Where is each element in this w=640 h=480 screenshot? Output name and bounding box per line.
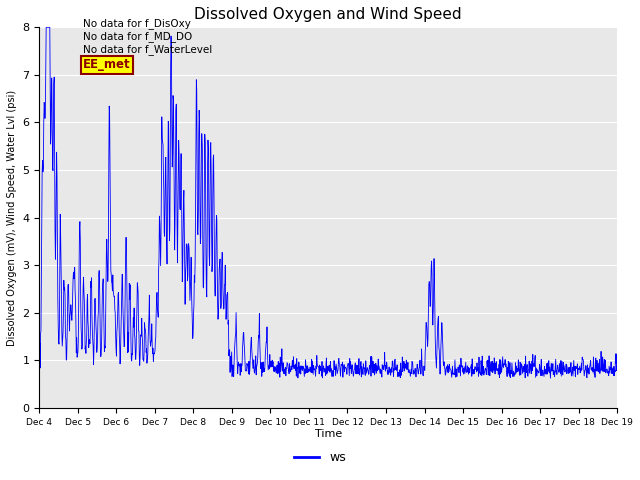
Text: No data for f_MD_DO: No data for f_MD_DO — [83, 31, 193, 42]
Text: No data for f_WaterLevel: No data for f_WaterLevel — [83, 44, 212, 55]
Title: Dissolved Oxygen and Wind Speed: Dissolved Oxygen and Wind Speed — [195, 7, 462, 22]
X-axis label: Time: Time — [315, 430, 342, 440]
Legend: ws: ws — [289, 446, 351, 469]
Text: No data for f_DisOxy: No data for f_DisOxy — [83, 18, 191, 29]
Y-axis label: Dissolved Oxygen (mV), Wind Speed, Water Lvl (psi): Dissolved Oxygen (mV), Wind Speed, Water… — [7, 90, 17, 346]
Text: EE_met: EE_met — [83, 58, 131, 71]
